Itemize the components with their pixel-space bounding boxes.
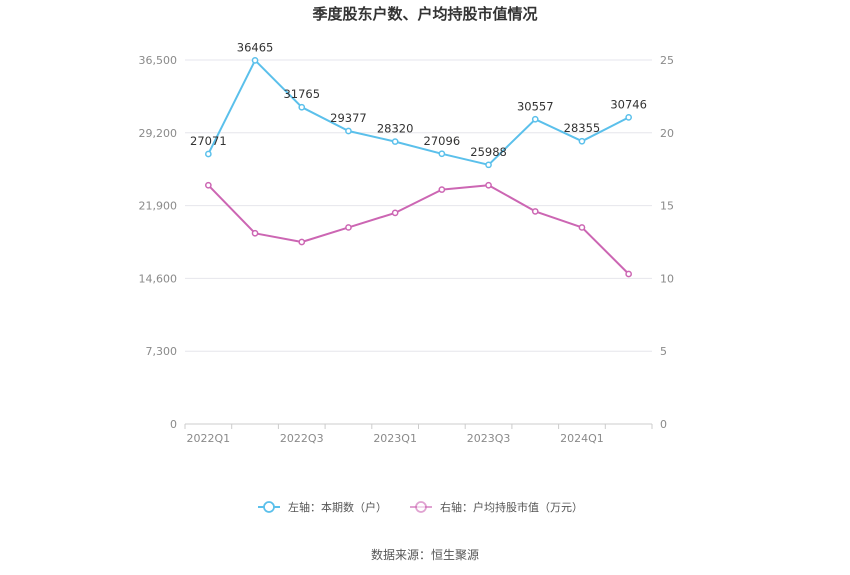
series-1-point xyxy=(251,56,259,64)
series-1-point xyxy=(578,137,586,145)
legend-label-1: 左轴：本期数（户） xyxy=(288,500,387,514)
right-axis-tick-label: 15 xyxy=(660,200,674,213)
data-label: 28355 xyxy=(564,121,601,135)
data-label: 30557 xyxy=(517,99,554,113)
series-layer xyxy=(205,56,633,278)
series-2-point xyxy=(251,229,259,237)
data-label: 36465 xyxy=(237,40,274,54)
legend-marker-1 xyxy=(263,501,275,513)
data-label: 30746 xyxy=(610,97,647,111)
axes: 0 7,300 14,600 21,900 29,200 36,500 0 5 10 15 20 25… xyxy=(139,54,675,445)
series-line-1 xyxy=(207,59,630,166)
series-2-point xyxy=(578,224,586,231)
left-axis-tick-label: 29,200 xyxy=(139,127,178,140)
legend: 左轴：本期数（户） 右轴：户均持股市值（万元） xyxy=(258,500,583,514)
series-2-point xyxy=(345,224,352,231)
series-1-point xyxy=(205,150,212,158)
data-label: 27071 xyxy=(190,134,227,148)
x-axis-tick-label: 2023Q3 xyxy=(467,432,511,445)
x-axis-tick-label: 2023Q1 xyxy=(373,432,417,445)
right-axis-tick-label: 5 xyxy=(660,345,667,358)
series-1-point xyxy=(485,161,492,169)
series-1-point xyxy=(298,103,306,111)
x-axis-tick-label: 2022Q3 xyxy=(280,432,324,445)
series-2-point xyxy=(485,181,492,189)
data-label: 28320 xyxy=(377,122,414,136)
data-label: 29377 xyxy=(330,111,367,125)
data-label: 31765 xyxy=(283,87,320,101)
x-axis-tick-label: 2022Q1 xyxy=(187,432,231,445)
series-2-point xyxy=(205,181,212,189)
left-axis-tick-label: 7,300 xyxy=(146,345,178,358)
series-1-point xyxy=(531,115,539,123)
series-line-2 xyxy=(207,184,630,275)
left-axis-tick-label: 21,900 xyxy=(139,200,178,213)
right-axis-tick-label: 25 xyxy=(660,54,674,67)
x-axis-tick-label: 2024Q1 xyxy=(560,432,604,445)
series-1-point xyxy=(391,138,399,145)
data-labels: 27071 36465 31765 29377 28320 27096 25988 30557… xyxy=(190,40,647,158)
series-1-point xyxy=(438,150,446,158)
right-axis-tick-label: 10 xyxy=(660,272,674,285)
chart-title: 季度股东户数、户均持股市值情况 xyxy=(312,5,537,23)
data-label: 27096 xyxy=(424,134,461,148)
series-2-point xyxy=(531,208,539,215)
data-label: 25988 xyxy=(470,145,507,159)
series-1-point xyxy=(345,127,352,135)
series-1-point xyxy=(625,114,633,121)
grid-lines xyxy=(185,59,652,425)
right-axis-tick-label: 0 xyxy=(660,418,667,431)
series-2-point xyxy=(438,186,446,193)
legend-label-2: 右轴：户均持股市值（万元） xyxy=(440,500,583,514)
series-2-point xyxy=(391,209,399,217)
series-2-point xyxy=(625,270,633,278)
left-axis-tick-label: 36,500 xyxy=(139,54,178,67)
legend-marker-2 xyxy=(415,501,427,513)
series-2-point xyxy=(298,238,306,246)
data-source: 数据来源：恒生聚源 xyxy=(371,547,479,562)
left-axis-tick-label: 14,600 xyxy=(139,272,178,285)
right-axis-tick-label: 20 xyxy=(660,127,674,140)
left-axis-tick-label: 0 xyxy=(170,418,177,431)
